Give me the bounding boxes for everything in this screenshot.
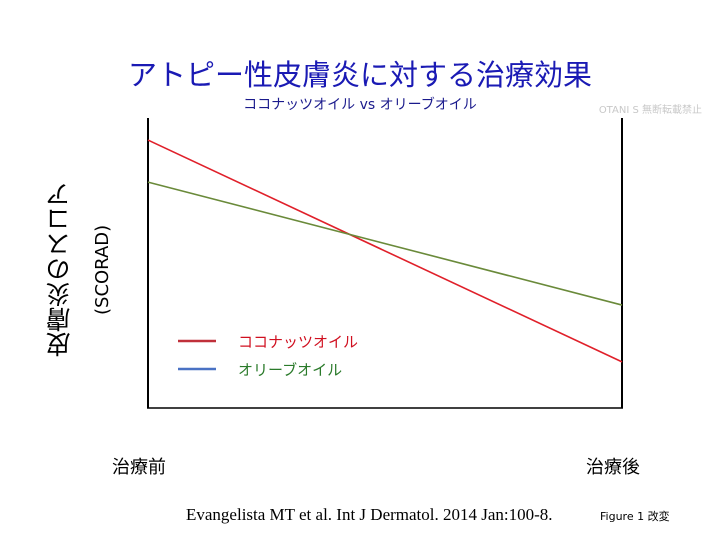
citation: Evangelista MT et al. Int J Dermatol. 20… xyxy=(186,505,553,524)
x-tick-label: 治療前 xyxy=(112,457,166,478)
figure-note: Figure 1 改変 xyxy=(600,510,670,523)
x-tick-label: 治療後 xyxy=(586,457,640,478)
series-line-0 xyxy=(147,139,623,363)
chart-title: アトピー性皮膚炎に対する治療効果 xyxy=(127,58,592,92)
chart-subtitle: ココナッツオイル vs オリーブオイル xyxy=(243,97,477,113)
series-line-1 xyxy=(147,181,623,306)
legend-label: ココナッツオイル xyxy=(238,333,358,351)
watermark: OTANI S 無断転載禁止 xyxy=(598,105,702,116)
legend-label: オリーブオイル xyxy=(238,361,342,379)
